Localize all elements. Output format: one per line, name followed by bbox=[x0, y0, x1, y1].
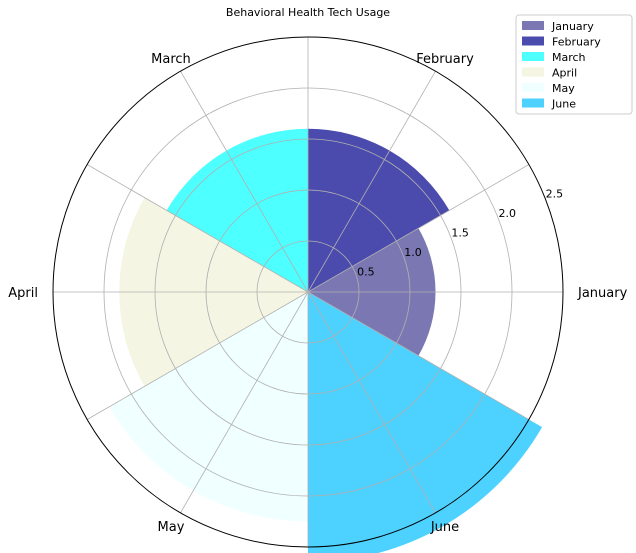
bar-february bbox=[308, 128, 450, 292]
legend-box bbox=[515, 14, 633, 115]
grid-spoke bbox=[86, 164, 309, 293]
radial-tick-label: 2.0 bbox=[498, 207, 516, 220]
angle-label-may: May bbox=[158, 520, 185, 535]
bar-march bbox=[166, 128, 308, 292]
angle-label-january: January bbox=[577, 286, 628, 301]
legend-label-january: January bbox=[551, 20, 594, 33]
angle-label-june: June bbox=[430, 520, 459, 535]
legend-swatch bbox=[522, 67, 544, 77]
chart-title: Behavioral Health Tech Usage bbox=[226, 6, 390, 19]
legend-label-april: April bbox=[552, 67, 577, 80]
legend-label-march: March bbox=[552, 51, 586, 64]
legend-swatch bbox=[522, 21, 544, 30]
legend-swatch bbox=[522, 98, 544, 108]
legend-label-february: February bbox=[552, 36, 601, 49]
angle-label-february: February bbox=[416, 52, 474, 67]
grid-spoke bbox=[86, 291, 309, 420]
legend-label-may: May bbox=[552, 82, 575, 95]
grid-spoke bbox=[180, 70, 309, 293]
legend-swatch bbox=[522, 36, 544, 46]
angle-label-april: April bbox=[8, 286, 38, 301]
legend-label-june: June bbox=[551, 98, 576, 111]
grid-spoke bbox=[307, 291, 530, 420]
grid-spoke bbox=[307, 70, 436, 293]
legend-swatch bbox=[522, 52, 544, 61]
grid-spoke bbox=[307, 164, 530, 293]
bar-may bbox=[109, 292, 309, 522]
grid-spoke bbox=[180, 291, 309, 514]
radial-tick-label: 0.5 bbox=[357, 265, 375, 278]
radial-tick-label: 1.0 bbox=[404, 246, 422, 259]
grid-spoke bbox=[307, 291, 436, 514]
legend-swatch bbox=[522, 83, 544, 92]
radial-tick-label: 2.5 bbox=[546, 187, 564, 200]
radial-tick-label: 1.5 bbox=[451, 226, 469, 239]
angle-label-march: March bbox=[151, 52, 191, 67]
legend: January February March April May June bbox=[515, 14, 633, 115]
outer-ring bbox=[52, 36, 564, 548]
